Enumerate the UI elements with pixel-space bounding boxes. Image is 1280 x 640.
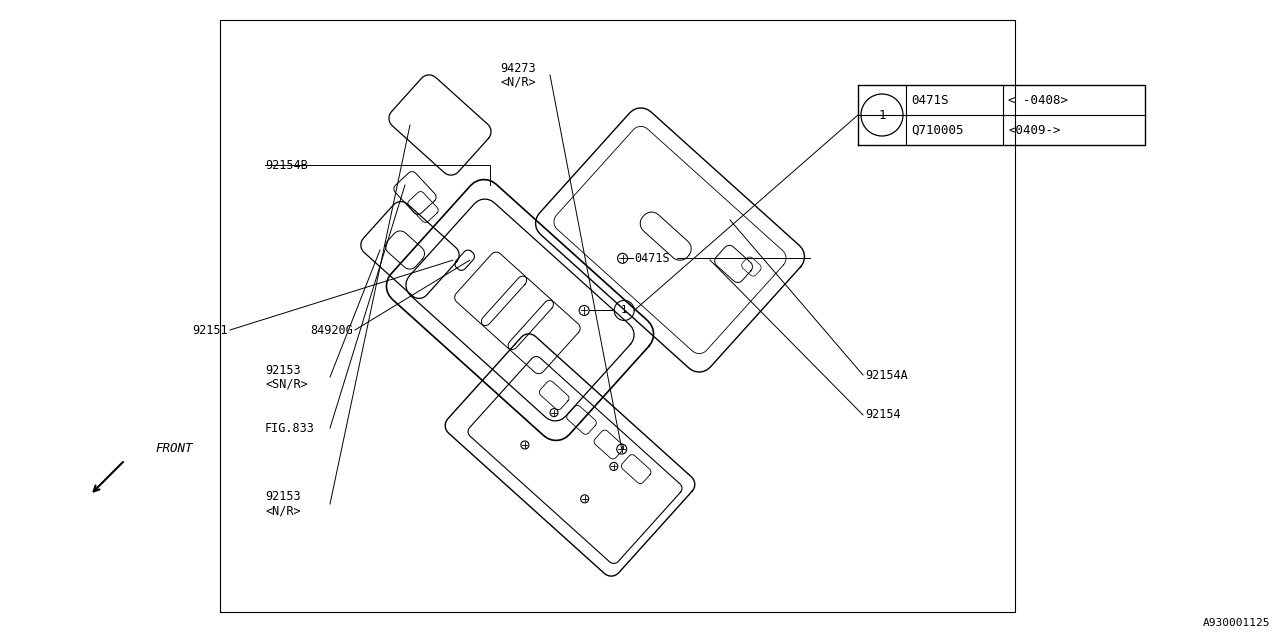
Text: 92153: 92153: [265, 490, 301, 504]
Text: <N/R>: <N/R>: [500, 76, 535, 88]
Text: 92154: 92154: [865, 408, 901, 422]
Text: 92154B: 92154B: [265, 159, 307, 172]
Text: Q710005: Q710005: [911, 124, 964, 136]
Text: 92151: 92151: [192, 323, 228, 337]
Text: 92154A: 92154A: [865, 369, 908, 381]
Text: FRONT: FRONT: [155, 442, 192, 454]
Text: <N/R>: <N/R>: [265, 504, 301, 518]
Text: 1: 1: [878, 109, 886, 122]
Text: A930001125: A930001125: [1202, 618, 1270, 628]
Text: 94273: 94273: [500, 61, 535, 74]
Text: 84920G: 84920G: [310, 323, 353, 337]
Text: < -0408>: < -0408>: [1009, 93, 1068, 106]
Text: 1: 1: [621, 305, 627, 316]
Text: FIG.833: FIG.833: [265, 422, 315, 435]
Text: 0471S: 0471S: [635, 252, 671, 265]
Text: 0471S: 0471S: [911, 93, 948, 106]
Text: 92153: 92153: [265, 364, 301, 376]
Text: <0409->: <0409->: [1009, 124, 1061, 136]
Text: <SN/R>: <SN/R>: [265, 378, 307, 390]
